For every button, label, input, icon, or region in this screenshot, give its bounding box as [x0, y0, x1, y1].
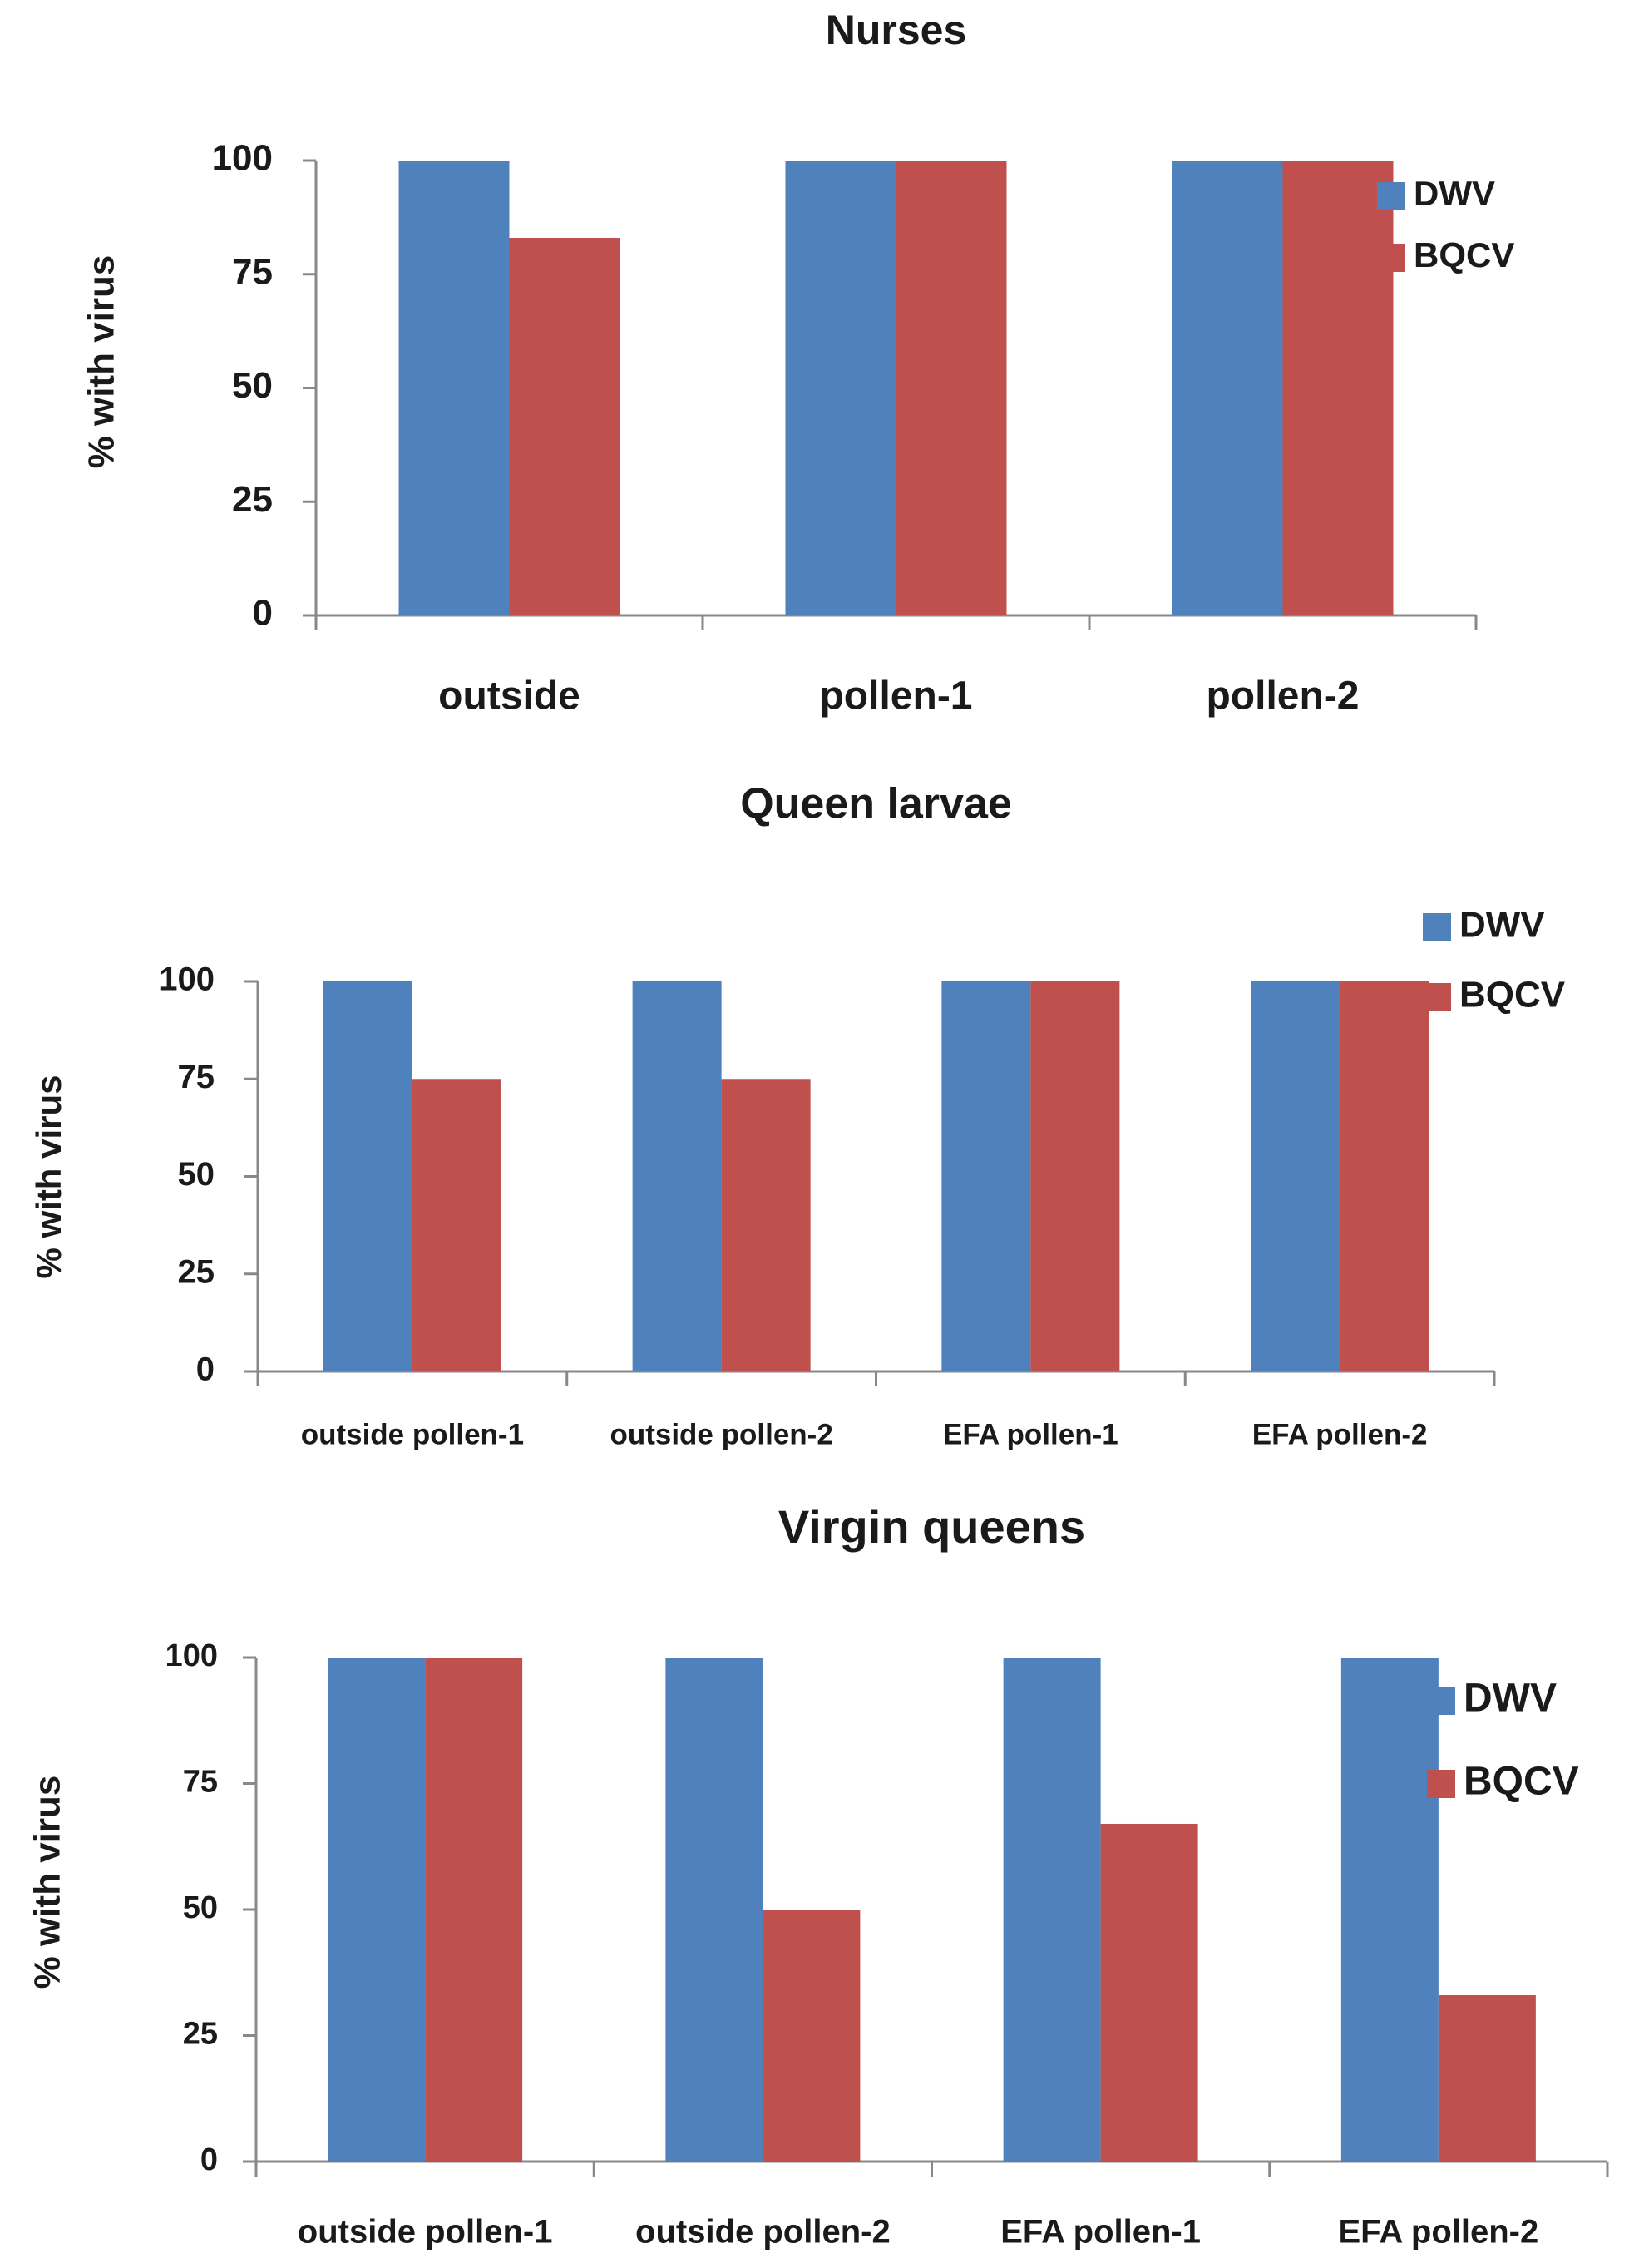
legend: DWV BQCV — [1427, 1677, 1579, 1804]
chart-panel-2: Queen larvae 0 25 50 75 100 % with virus outsid… — [29, 780, 1566, 1451]
legend-label-bqcv: BQCV — [1464, 1760, 1579, 1804]
bar-dwv-3 — [1172, 161, 1283, 615]
bar-bqcv-1 — [425, 1658, 523, 2162]
bar-bqcv-3 — [1030, 981, 1120, 1371]
bar-dwv-2 — [665, 1658, 763, 2162]
x-category-label: EFA pollen-2 — [1338, 2214, 1538, 2251]
x-category-label: outside pollen-1 — [298, 2214, 553, 2251]
y-tick-label: 0 — [253, 593, 273, 634]
bar-bqcv-1 — [509, 237, 620, 615]
bar-dwv-1 — [323, 981, 412, 1371]
y-tick-label: 0 — [196, 1351, 215, 1388]
y-tick-label: 100 — [165, 1638, 218, 1673]
legend-swatch-dwv — [1427, 1687, 1455, 1715]
legend-label-dwv: DWV — [1414, 174, 1495, 213]
x-category-label: EFA pollen-1 — [943, 1418, 1118, 1450]
legend-label-bqcv: BQCV — [1414, 235, 1514, 274]
x-category-label: outside — [438, 674, 580, 719]
legend-swatch-dwv — [1423, 913, 1451, 941]
y-tick-label: 50 — [232, 365, 273, 406]
bar-bqcv-2 — [721, 1079, 811, 1371]
x-category-label: outside pollen-2 — [610, 1418, 832, 1450]
bar-dwv-1 — [398, 161, 510, 615]
legend-swatch-bqcv — [1427, 1770, 1455, 1798]
bar-bqcv-3 — [1100, 1823, 1198, 2162]
legend-label-bqcv: BQCV — [1459, 975, 1566, 1015]
bar-bqcv-1 — [412, 1079, 501, 1371]
x-category-label: pollen-2 — [1206, 674, 1359, 719]
legend-label-dwv: DWV — [1464, 1677, 1557, 1721]
chart-title: Nurses — [826, 7, 967, 53]
chart-title: Queen larvae — [740, 780, 1012, 828]
x-category-label: outside pollen-2 — [635, 2214, 891, 2251]
bar-dwv-3 — [1003, 1658, 1101, 2162]
y-tick-label: 25 — [183, 2017, 218, 2052]
y-tick-label: 75 — [178, 1059, 215, 1095]
legend: DWV BQCV — [1423, 905, 1566, 1015]
chart-panel-3: Virgin queens 0 25 50 75 100 % with virus outsi… — [27, 1500, 1609, 2251]
bar-dwv-4 — [1340, 1658, 1439, 2162]
y-axis-label: % with virus — [29, 1075, 68, 1278]
chart-panel-1: Nurses 0 25 50 75 100 % with virus outside polle… — [81, 7, 1515, 718]
y-tick-label: 50 — [178, 1156, 215, 1193]
x-category-label: EFA pollen-1 — [1000, 2214, 1201, 2251]
bar-dwv-2 — [785, 161, 896, 615]
x-category-label: pollen-1 — [819, 674, 972, 719]
bar-bqcv-4 — [1438, 1995, 1536, 2162]
legend-swatch-dwv — [1377, 182, 1405, 210]
y-tick-label: 75 — [232, 251, 273, 292]
legend-swatch-bqcv — [1423, 983, 1451, 1011]
y-axis-label: % with virus — [81, 255, 122, 469]
bar-bqcv-3 — [1282, 161, 1394, 615]
legend-label-dwv: DWV — [1459, 905, 1545, 946]
bar-dwv-2 — [632, 981, 722, 1371]
bar-dwv-4 — [1251, 981, 1340, 1371]
y-axis-label: % with virus — [27, 1776, 68, 1989]
legend: DWV BQCV — [1377, 174, 1514, 274]
y-tick-label: 0 — [200, 2142, 218, 2177]
y-tick-label: 25 — [232, 479, 273, 520]
bar-dwv-1 — [328, 1658, 426, 2162]
x-category-label: EFA pollen-2 — [1252, 1418, 1428, 1450]
y-tick-label: 100 — [159, 961, 215, 998]
x-category-label: outside pollen-1 — [301, 1418, 524, 1450]
y-tick-label: 100 — [212, 138, 273, 179]
y-tick-label: 25 — [178, 1253, 215, 1290]
bar-bqcv-2 — [763, 1910, 861, 2162]
y-tick-label: 50 — [183, 1890, 218, 1925]
legend-swatch-bqcv — [1377, 244, 1405, 272]
chart-title: Virgin queens — [778, 1500, 1085, 1553]
bar-bqcv-2 — [896, 161, 1007, 615]
bar-bqcv-4 — [1340, 981, 1429, 1371]
y-tick-label: 75 — [183, 1765, 218, 1800]
bar-dwv-3 — [941, 981, 1031, 1371]
